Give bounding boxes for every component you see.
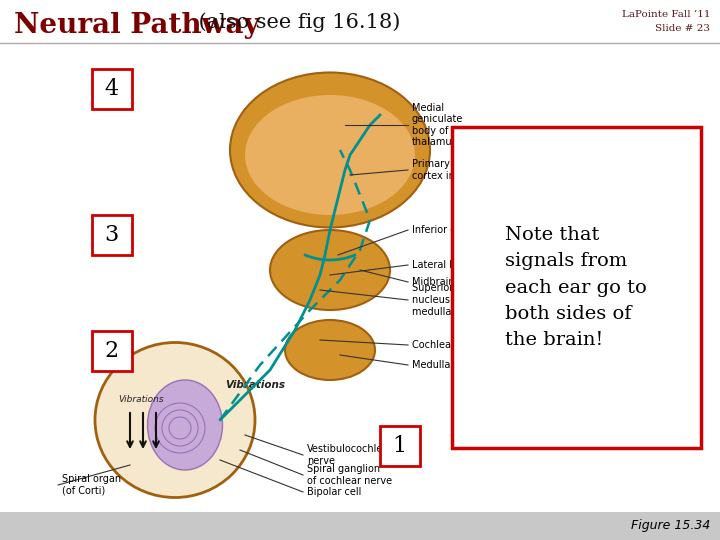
Text: Vibrations: Vibrations [225, 380, 285, 390]
Text: Vibrations: Vibrations [118, 395, 163, 404]
Text: Medulla: Medulla [412, 360, 451, 370]
Text: Neural Pathway: Neural Pathway [14, 12, 260, 39]
Ellipse shape [285, 320, 375, 380]
Text: Slide # 23: Slide # 23 [655, 24, 710, 33]
FancyBboxPatch shape [91, 215, 132, 255]
Text: Lateral lemniscus: Lateral lemniscus [412, 260, 498, 270]
FancyBboxPatch shape [452, 127, 701, 448]
Text: Spiral ganglion
of cochlear nerve: Spiral ganglion of cochlear nerve [307, 464, 392, 486]
Bar [0, 512, 720, 540]
Ellipse shape [245, 95, 415, 215]
Text: Inferior colliculus: Inferior colliculus [412, 225, 495, 235]
FancyBboxPatch shape [379, 426, 420, 465]
Text: 4: 4 [104, 78, 119, 100]
Text: LaPointe Fall ’11: LaPointe Fall ’11 [621, 10, 710, 19]
Text: Spiral organ
(of Corti): Spiral organ (of Corti) [62, 474, 121, 496]
Text: Medial
geniculate
body of
thalamus: Medial geniculate body of thalamus [412, 103, 464, 147]
Text: Primary auditory
cortex in temporal lobe: Primary auditory cortex in temporal lobe [412, 159, 526, 181]
Ellipse shape [230, 72, 430, 227]
Text: Figure 15.34: Figure 15.34 [631, 519, 710, 532]
Text: 3: 3 [104, 224, 119, 246]
Text: Cochlear nuclei: Cochlear nuclei [412, 340, 487, 350]
Ellipse shape [270, 230, 390, 310]
Ellipse shape [95, 342, 255, 497]
FancyBboxPatch shape [91, 69, 132, 109]
Text: Midbrain: Midbrain [412, 277, 454, 287]
Text: Bipolar cell: Bipolar cell [307, 487, 361, 497]
Text: 1: 1 [392, 435, 407, 456]
Text: (also see fig 16.18): (also see fig 16.18) [192, 12, 400, 32]
Ellipse shape [148, 380, 222, 470]
Text: Superior olivary
nucleus (pons-
medulla junction): Superior olivary nucleus (pons- medulla … [412, 284, 498, 316]
Text: Note that
signals from
each ear go to
both sides of
the brain!: Note that signals from each ear go to bo… [505, 226, 647, 349]
Text: 2: 2 [104, 340, 119, 362]
FancyBboxPatch shape [91, 331, 132, 371]
Text: Vestibulocochlear
nerve: Vestibulocochlear nerve [307, 444, 393, 466]
